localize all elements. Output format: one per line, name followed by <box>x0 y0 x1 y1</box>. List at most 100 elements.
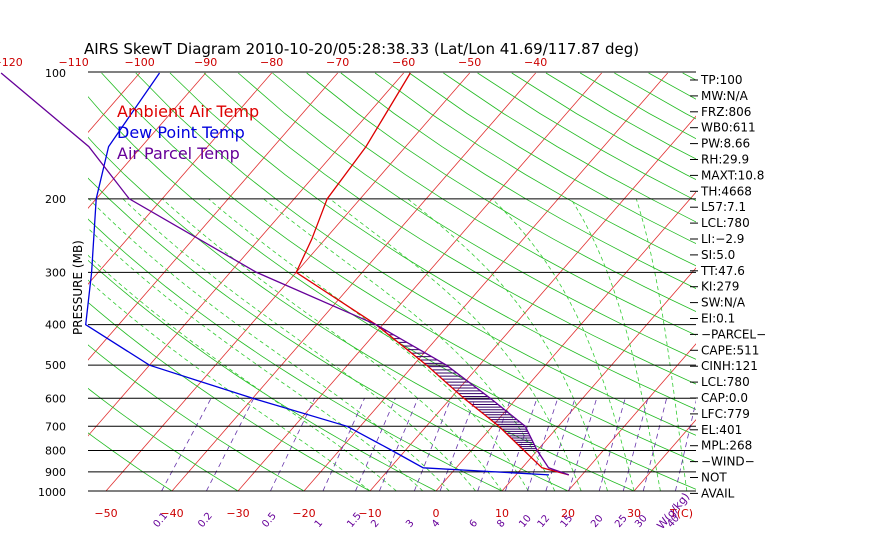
stability-index: L57:7.1 <box>701 200 746 214</box>
bottom-temp-tick-label: −50 <box>94 507 117 520</box>
pressure-tick-label: 200 <box>45 193 66 206</box>
isotherm-line <box>567 343 696 492</box>
dry-adiabat-line <box>88 344 305 492</box>
mixing-ratio-line <box>413 398 452 492</box>
mixing-ratio-line <box>568 398 598 492</box>
pressure-tick-label: 100 <box>45 67 66 80</box>
mixing-ratio-tick-label: 4 <box>430 518 443 530</box>
bottom-temp-tick-label: 30 <box>627 507 641 520</box>
mixing-ratio-tick-label: 3 <box>404 518 417 530</box>
series-air-parcel-temp <box>0 72 570 476</box>
top-temp-tick-label: −100 <box>125 56 155 69</box>
stability-index: RH:29.9 <box>701 153 749 167</box>
top-temp-tick-label: −90 <box>194 56 217 69</box>
mixing-ratio-line <box>378 398 419 492</box>
bottom-temp-tick-label: 10 <box>495 507 509 520</box>
stability-index: MAXT:10.8 <box>701 168 764 182</box>
stability-index: FRZ:806 <box>701 105 751 119</box>
top-temp-tick-label: −120 <box>0 56 23 69</box>
series-dew-point-temp <box>85 72 550 476</box>
dry-adiabat-line <box>88 218 503 492</box>
isotherm-line <box>303 72 668 492</box>
top-temp-tick-label: −60 <box>392 56 415 69</box>
isotherm-line <box>435 191 696 492</box>
top-temp-tick-label: −70 <box>326 56 349 69</box>
stability-index: SW:N/A <box>701 296 746 310</box>
bottom-temp-tick-label: −20 <box>292 507 315 520</box>
dry-adiabat-line <box>169 72 696 410</box>
stability-index: EL:401 <box>701 423 742 437</box>
dry-adiabat-line <box>135 72 696 436</box>
stability-index: AVAIL <box>701 486 735 500</box>
stability-index: PW:8.66 <box>701 137 750 151</box>
dry-adiabat-line <box>88 432 173 492</box>
mixing-ratio-tick-label: 1 <box>313 518 326 530</box>
stability-index: LCL:780 <box>701 375 750 389</box>
mixing-ratio-tick-label: 8 <box>495 518 508 530</box>
top-temp-tick-label: −80 <box>260 56 283 69</box>
moist-adiabat-line <box>329 198 582 492</box>
dry-adiabat-line <box>306 72 696 312</box>
stability-indices: TP:100 MW:N/A FRZ:806 WB0:611 PW:8.66 RH:29.9… <box>690 73 766 500</box>
isotherm-line <box>88 72 206 209</box>
legend-air-parcel-temp: Air Parcel Temp <box>117 144 240 163</box>
mixing-ratio-line <box>675 399 696 492</box>
legend: Ambient Air Temp Dew Point Temp Air Parc… <box>117 102 259 163</box>
mixing-ratio-tick-label: 6 <box>468 518 481 530</box>
isotherm-line <box>237 72 602 492</box>
mixing-ratio-line <box>622 398 649 492</box>
pressure-tick-label: 900 <box>45 466 66 479</box>
isotherm-line <box>633 419 696 492</box>
mixing-ratio-line <box>322 398 365 492</box>
pressure-tick-label: 400 <box>45 319 66 332</box>
mixing-ratio-line <box>439 398 476 492</box>
pressure-tick-label: 700 <box>45 420 66 433</box>
dry-adiabat-line <box>238 72 696 360</box>
stability-index: KI:279 <box>701 280 739 294</box>
legend-ambient-air-temp: Ambient Air Temp <box>117 102 259 121</box>
mixing-ratio-line <box>598 398 626 492</box>
stability-index: TP:100 <box>700 73 743 87</box>
stability-index: NOT <box>701 471 727 485</box>
series-ambient-air-temp <box>295 72 569 476</box>
mixing-ratio-line <box>545 398 576 492</box>
bottom-temp-tick-label: −30 <box>226 507 249 520</box>
moist-adiabat-line <box>88 279 371 492</box>
stability-index: EI:0.1 <box>701 312 735 326</box>
top-temp-tick-label: −40 <box>524 56 547 69</box>
chart-marks: 1002003004005006007008009001000−120−110−… <box>0 56 696 530</box>
stability-index: −WIND− <box>701 455 755 469</box>
mixing-ratio-line <box>355 398 396 492</box>
isotherm-line <box>88 72 404 437</box>
dry-adiabat-line <box>409 72 696 245</box>
bottom-temp-tick-label: −10 <box>358 507 381 520</box>
dry-adiabat-line <box>88 259 437 492</box>
moist-adiabat-line <box>263 198 556 492</box>
stability-index: LFC:779 <box>701 407 750 421</box>
stability-index: TH:4668 <box>700 184 752 198</box>
stability-index: CINH:121 <box>701 359 758 373</box>
moist-adiabat-line <box>208 198 529 492</box>
isotherm-line <box>501 267 696 492</box>
dry-adiabat-line <box>272 72 696 336</box>
chart-title: AIRS SkewT Diagram 2010-10-20/05:28:38.3… <box>84 40 639 58</box>
pressure-tick-label: 1000 <box>38 486 66 499</box>
stability-index: CAPE:511 <box>701 343 759 357</box>
stability-index: LI:−2.9 <box>701 232 744 246</box>
isotherm-line <box>88 72 338 361</box>
moist-adiabat-line <box>491 198 635 492</box>
top-temp-tick-label: −50 <box>458 56 481 69</box>
stability-index: −PARCEL− <box>701 327 766 341</box>
stability-index: WB0:611 <box>701 121 756 135</box>
y-axis-label: PRESSURE (MB) <box>71 240 85 335</box>
mixing-ratio-line <box>527 398 559 492</box>
bottom-temp-tick-label: −40 <box>160 507 183 520</box>
isotherm-line <box>88 72 272 285</box>
bottom-temp-tick-label: 0 <box>433 507 440 520</box>
legend-dew-point-temp: Dew Point Temp <box>117 123 245 142</box>
isotherm-line <box>105 72 470 492</box>
stability-index: MW:N/A <box>701 89 749 103</box>
stability-index: MPL:268 <box>701 439 752 453</box>
stability-index: LCL:780 <box>701 216 750 230</box>
